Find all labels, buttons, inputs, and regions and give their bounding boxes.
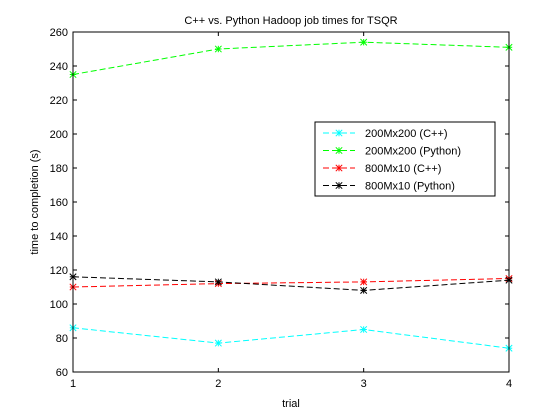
- data-point: [360, 325, 368, 334]
- legend-item: 200Mx200 (Python): [323, 146, 461, 158]
- axis-ticks: 1 2 3 4 60 80 100 120 140 160 180 200 220 240 260: [50, 27, 512, 390]
- x-tick-label: 4: [506, 378, 512, 390]
- y-tick-label: 160: [50, 197, 68, 209]
- series-group: [69, 38, 513, 352]
- data-point: [360, 38, 368, 46]
- y-tick-label: 100: [50, 299, 68, 311]
- legend: 200Mx200 (C++) 200Mx200 (Python) 800Mx10 (…: [314, 121, 496, 197]
- y-tick-label: 220: [50, 95, 68, 107]
- data-point: [360, 286, 368, 294]
- y-tick-label: 80: [56, 333, 68, 345]
- series-line: [72, 327, 510, 349]
- legend-item: 800Mx10 (C++): [323, 163, 441, 175]
- series-line: [72, 278, 510, 288]
- data-point: [360, 278, 368, 286]
- series-3: [69, 274, 513, 291]
- x-axis-label: trial: [282, 398, 300, 410]
- legend-label: 200Mx200 (Python): [365, 146, 461, 158]
- x-tick-label: 3: [361, 378, 367, 390]
- y-tick-label: 200: [50, 129, 68, 141]
- series-line: [72, 276, 510, 291]
- data-point: [214, 339, 222, 347]
- plot-frame: [72, 31, 510, 373]
- plot-area: [73, 32, 509, 372]
- series-line: [72, 41, 510, 75]
- data-point: [214, 45, 222, 53]
- legend-label: 200Mx200 (C++): [365, 128, 448, 140]
- data-point: [214, 278, 222, 286]
- legend-item: 800Mx10 (Python): [323, 181, 455, 193]
- legend-box: [314, 121, 496, 197]
- y-tick-label: 240: [50, 61, 68, 73]
- y-tick-label: 180: [50, 163, 68, 175]
- x-tick-label: 1: [70, 378, 76, 390]
- x-tick-label: 2: [215, 378, 221, 390]
- y-tick-label: 140: [50, 231, 68, 243]
- legend-label: 800Mx10 (Python): [365, 181, 455, 193]
- legend-marker: [335, 181, 343, 190]
- legend-marker: [335, 129, 343, 137]
- y-tick-label: 60: [56, 367, 68, 379]
- y-tick-label: 120: [50, 265, 68, 277]
- y-axis-label: time to completion (s): [29, 149, 41, 254]
- legend-marker: [335, 146, 343, 155]
- legend-marker: [335, 164, 343, 172]
- y-tick-label: 260: [50, 27, 68, 39]
- legend-item: 200Mx200 (C++): [323, 128, 448, 140]
- legend-label: 800Mx10 (C++): [365, 163, 441, 175]
- chart-title: C++ vs. Python Hadoop job times for TSQR: [184, 15, 397, 27]
